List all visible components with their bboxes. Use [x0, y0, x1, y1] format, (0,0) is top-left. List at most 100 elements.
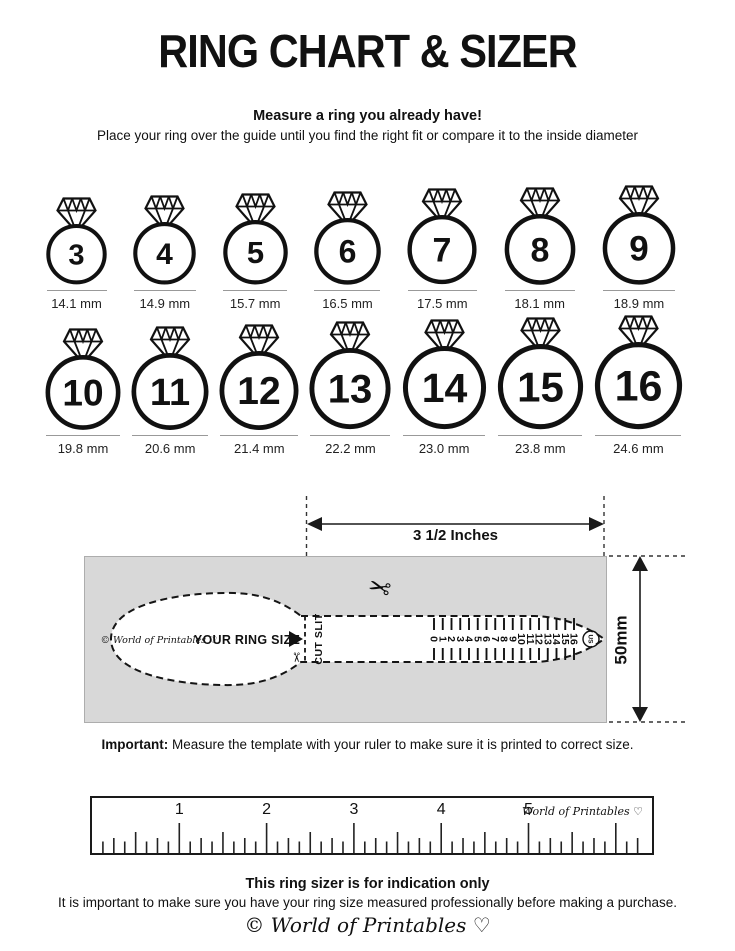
ring-band [504, 214, 575, 285]
ring-size-number: 6 [339, 234, 357, 270]
diamond-ring-icon: 14 [402, 319, 486, 430]
width-dimension-arrow [305, 496, 605, 556]
ring-diameter-label: 22.2 mm [325, 441, 376, 456]
ring-item: 9 18.9 mm [599, 183, 679, 311]
cut-slit-scissors-icon: ✂ [288, 652, 304, 663]
diamond-ring-icon: 13 [309, 321, 392, 430]
strap-cut-outline [109, 591, 606, 687]
ring-size-number: 8 [530, 231, 549, 269]
ruler-inch-number: 1 [174, 801, 184, 818]
important-note: Important: Measure the template with you… [0, 737, 735, 752]
ring-diameter-label: 18.9 mm [613, 296, 665, 311]
ring-size-number: 7 [433, 231, 452, 269]
ring-band [133, 221, 197, 285]
scale-number: 14 [550, 633, 562, 645]
scale-number: 5 [471, 636, 483, 642]
diamond-facets [236, 194, 275, 229]
diamond-ring-icon: 7 [407, 188, 477, 285]
footer-brand-logo: © World of Printables ♡ [244, 913, 491, 937]
ruler: 1 2 3 4 5 World of Printables ♡ [90, 796, 654, 855]
diamond-facets [619, 186, 658, 221]
ring-size-number: 14 [421, 365, 467, 411]
ring-diameter-label: 15.7 mm [229, 296, 281, 311]
ring-underline [403, 435, 486, 436]
diamond-ring-icon: 5 [222, 193, 288, 285]
ring-diameter-label: 21.4 mm [234, 441, 285, 456]
down-arrowhead-icon [632, 707, 648, 722]
ring-underline [407, 290, 477, 291]
ring-band [602, 212, 676, 285]
ring-underline [133, 290, 196, 291]
ruler-inch-number: 4 [436, 801, 446, 818]
ring-diameter-label: 23.8 mm [514, 441, 566, 456]
ring-band [219, 351, 299, 430]
ring-band [407, 215, 477, 285]
diamond-facets [240, 325, 279, 360]
pointer-triangle-icon [289, 631, 303, 647]
ring-underline [504, 290, 575, 291]
scale-number: 11 [524, 633, 536, 644]
ring-band [497, 343, 583, 430]
ring-row-sizes-10-16: 10 19.8 mm 11 20.6 mm 12 21.4 mm 13 22.2… [42, 313, 686, 456]
ring-size-number: 12 [238, 370, 281, 413]
intro-body: Place your ring over the guide until you… [96, 128, 639, 143]
ring-size-number: 9 [629, 230, 648, 269]
diamond-facets [145, 196, 184, 231]
scale-number: 13 [541, 633, 553, 645]
height-dimension-text: 50mm [612, 614, 632, 665]
diamond-ring-icon: 8 [504, 187, 575, 285]
scale-number: 8 [498, 636, 510, 642]
diamond-ring-icon: 11 [131, 326, 209, 431]
ring-size-number: 11 [150, 372, 190, 414]
footer-body: It is important to make sure you have yo… [57, 895, 678, 910]
diamond-facets [151, 327, 190, 362]
ring-size-number: 13 [328, 368, 373, 412]
ring-item: 8 18.1 mm [501, 185, 579, 311]
ring-row-sizes-3-9: 3 14.1 mm 4 14.9 mm 5 15.7 mm 6 16.5 mm [43, 183, 679, 311]
ring-diameter-label: 19.8 mm [57, 441, 109, 456]
scale-number: 4 [463, 636, 475, 642]
scale-number: 10 [515, 633, 527, 645]
scale-number: 3 [454, 636, 466, 642]
ring-item: 6 16.5 mm [311, 189, 384, 311]
ring-diameter-label: 20.6 mm [144, 441, 196, 456]
ruler-inch-number: 5 [524, 801, 533, 818]
ring-diameter-label: 14.1 mm [51, 296, 102, 311]
diamond-facets [328, 192, 367, 227]
height-dimension-label: 50mm [609, 556, 635, 723]
right-arrowhead-icon [589, 517, 604, 531]
us-badge-circle [582, 630, 600, 648]
strap-brand-text: © World of Printables ♡ [100, 635, 217, 646]
ring-sizer-strap: © World of Printables ♡ YOUR RING SIZE C… [100, 591, 606, 687]
up-arrowhead-icon [632, 556, 648, 571]
ring-item: 5 15.7 mm [220, 191, 291, 311]
diamond-facets [331, 322, 370, 357]
ruler-ticks [102, 823, 639, 853]
diamond-facets [64, 329, 102, 364]
scale-number: 16 [568, 633, 580, 645]
ring-item: 7 17.5 mm [404, 186, 480, 311]
ring-size-number: 10 [62, 372, 103, 413]
important-label: Important: [101, 737, 169, 752]
ring-size-number: 5 [247, 235, 264, 270]
ruler-inch-number: 3 [349, 801, 359, 818]
sizer-panel: © World of Printables ♡ YOUR RING SIZE C… [84, 556, 607, 723]
ring-item: 11 20.6 mm [128, 324, 212, 456]
ring-underline [223, 290, 288, 291]
footer-heading: This ring sizer is for indication only [245, 876, 490, 892]
us-badge-label: US [587, 634, 594, 644]
ring-band [309, 348, 392, 430]
ring-item: 15 23.8 mm [494, 315, 587, 456]
ring-diameter-label: 24.6 mm [613, 441, 664, 456]
ring-underline [46, 435, 120, 436]
ring-size-number: 3 [68, 239, 84, 271]
ring-band [402, 346, 486, 430]
ring-band [131, 352, 209, 431]
ring-underline [310, 435, 391, 436]
height-dimension-arrow [609, 555, 686, 723]
ring-underline [314, 290, 381, 291]
ring-item: 3 14.1 mm [43, 195, 110, 311]
scale-number: 15 [559, 633, 571, 645]
